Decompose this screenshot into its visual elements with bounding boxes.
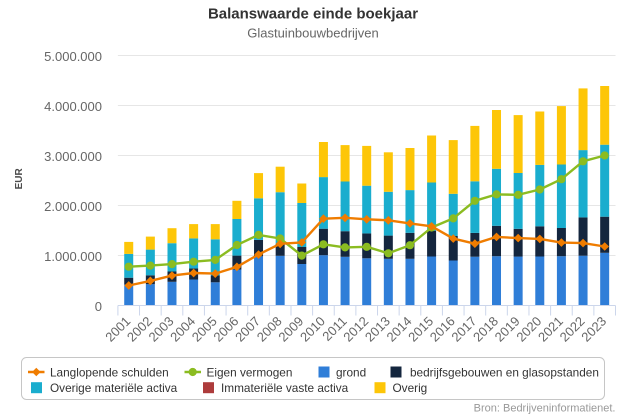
svg-text:Overige materiële activa: Overige materiële activa [50, 381, 178, 395]
svg-text:1.000.000: 1.000.000 [44, 249, 102, 264]
svg-text:EUR: EUR [14, 167, 25, 189]
svg-text:Balanswaarde einde boekjaar: Balanswaarde einde boekjaar [208, 6, 418, 23]
svg-text:Eigen vermogen: Eigen vermogen [207, 365, 293, 379]
svg-text:5.000.000: 5.000.000 [44, 49, 102, 64]
svg-text:Bron: Bedrijveninformatienet.: Bron: Bedrijveninformatienet. [474, 403, 616, 415]
svg-text:bedrijfsgebouwen en glasopstan: bedrijfsgebouwen en glasopstanden [410, 365, 599, 379]
svg-text:Langlopende schulden: Langlopende schulden [50, 365, 169, 379]
svg-text:3.000.000: 3.000.000 [44, 149, 102, 164]
svg-text:0: 0 [95, 299, 102, 314]
svg-text:Overig: Overig [393, 381, 428, 395]
svg-text:2.000.000: 2.000.000 [44, 199, 102, 214]
svg-text:Immateriële vaste activa: Immateriële vaste activa [221, 381, 349, 395]
svg-text:4.000.000: 4.000.000 [44, 99, 102, 114]
svg-text:Glastuinbouwbedrijven: Glastuinbouwbedrijven [247, 26, 379, 41]
svg-text:grond: grond [336, 365, 366, 379]
